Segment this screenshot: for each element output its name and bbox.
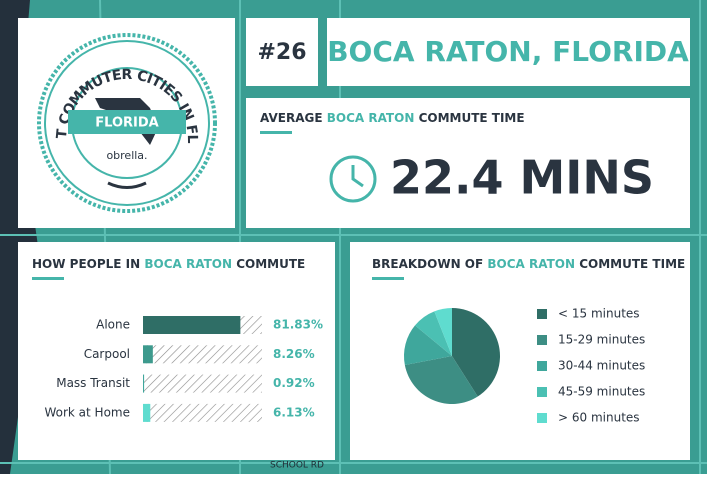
value-label: 0.92% [273,376,315,390]
legend-swatch [537,309,547,319]
pie-title: BREAKDOWN OF BOCA RATON COMMUTE TIME [372,257,685,271]
bar [143,345,153,364]
value-label: 6.13% [273,405,315,419]
legend-label: 30-44 minutes [558,359,645,373]
commute-title: AVERAGE BOCA RATON COMMUTE TIME [260,111,525,125]
legend-swatch [537,361,547,371]
pie-slice [415,311,452,356]
accent [372,277,404,280]
title-city: BOCA RATON [144,257,232,271]
legend-swatch [537,387,547,397]
title-part: COMMUTE TIME [419,111,525,125]
pie-slice [434,308,452,356]
pie-card [350,242,690,460]
pie-slice [404,356,478,404]
accent [260,131,292,134]
bar-track [143,374,262,393]
title-part: COMMUTE TIME [579,257,685,271]
rank: #26 [257,40,306,65]
badge-brand: obrella. [106,149,147,162]
bar [143,374,145,393]
commute-card [246,98,690,228]
water [0,0,40,474]
legend-label: < 15 minutes [558,307,640,321]
category-label: Carpool [84,347,130,361]
legend-label: > 60 minutes [558,411,640,425]
category-label: Work at Home [44,405,130,419]
city: BOCA RATON, FLORIDA [327,35,689,68]
commute-value: 22.4 MINS [390,151,654,205]
accent [32,277,64,280]
value-label: 81.83% [273,318,323,332]
legend-swatch [537,413,547,423]
bar-title: HOW PEOPLE IN BOCA RATON COMMUTE [32,257,305,271]
category-label: Alone [96,318,130,332]
street-label: SCHOOL RD [270,461,324,471]
title-part: HOW PEOPLE IN [32,257,140,271]
category-label: Mass Transit [56,376,130,390]
clock-icon [329,155,377,203]
bar-track [143,345,262,364]
city-card [327,18,690,86]
bar [143,316,241,334]
pie-slice [404,325,452,365]
bar [143,403,151,422]
legend-label: 15-29 minutes [558,333,645,347]
badge-ribbon: FLORIDA [95,116,158,131]
value-label: 8.26% [273,347,315,361]
title-part: AVERAGE [260,111,323,125]
bar-track [143,403,262,422]
title-city: BOCA RATON [487,257,575,271]
title-part: COMMUTE [236,257,305,271]
pie-slice [452,308,500,397]
rank-card [246,18,318,86]
title-part: BREAKDOWN OF [372,257,483,271]
title-city: BOCA RATON [327,111,415,125]
legend-swatch [537,335,547,345]
legend-label: 45-59 minutes [558,385,645,399]
